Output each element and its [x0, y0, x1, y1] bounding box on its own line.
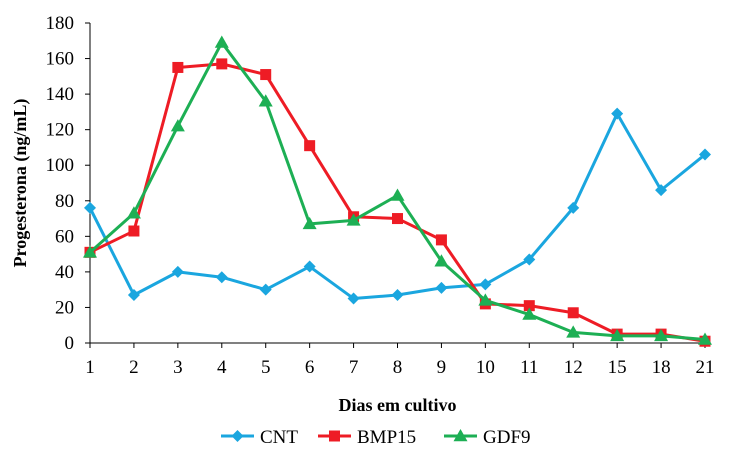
x-tick-label: 8 — [393, 357, 403, 378]
data-point-gdf9 — [390, 188, 405, 201]
data-point-cnt — [303, 260, 316, 273]
y-tick-label: 120 — [46, 120, 75, 141]
x-tick-label: 12 — [564, 357, 583, 378]
x-tick-label: 9 — [437, 357, 447, 378]
data-point-cnt — [435, 281, 448, 294]
data-point-gdf9 — [478, 293, 493, 306]
x-tick-label: 7 — [349, 357, 359, 378]
data-point-cnt — [84, 201, 96, 214]
data-point-gdf9 — [258, 94, 273, 107]
legend-label-bmp15: BMP15 — [357, 427, 416, 448]
y-tick-label: 160 — [46, 49, 75, 70]
data-point-gdf9 — [346, 213, 361, 226]
legend-label-gdf9: GDF9 — [483, 427, 531, 448]
data-point-bmp15 — [392, 213, 403, 225]
data-point-bmp15 — [523, 300, 535, 312]
legend-swatch-marker-cnt — [231, 430, 244, 442]
x-tick-label: 11 — [520, 357, 538, 378]
data-point-gdf9 — [566, 325, 581, 338]
x-tick-label: 10 — [476, 357, 495, 378]
data-point-bmp15 — [304, 140, 316, 152]
data-point-gdf9 — [83, 245, 97, 258]
legend-swatch-marker-bmp15 — [329, 430, 340, 442]
data-point-cnt — [215, 271, 228, 284]
x-tick-label: 18 — [652, 357, 671, 378]
data-point-cnt — [567, 201, 580, 214]
y-tick-label: 80 — [55, 191, 74, 212]
data-point-cnt — [127, 289, 140, 301]
legend-item-gdf9: GDF9 — [444, 427, 531, 448]
legend-item-bmp15: BMP15 — [318, 427, 416, 448]
data-point-cnt — [611, 107, 624, 120]
data-point-cnt — [655, 184, 668, 197]
x-tick-label: 2 — [129, 357, 139, 378]
data-point-gdf9 — [654, 328, 669, 342]
series-bmp15 — [84, 58, 711, 347]
series-gdf9 — [83, 35, 712, 345]
data-point-cnt — [259, 283, 272, 296]
legend-swatch-marker-gdf9 — [453, 429, 468, 442]
data-point-gdf9 — [126, 206, 141, 219]
y-tick-label: 140 — [46, 84, 75, 105]
data-point-bmp15 — [567, 307, 579, 319]
data-point-bmp15 — [128, 225, 140, 237]
data-point-gdf9 — [302, 216, 317, 230]
data-point-cnt — [523, 253, 536, 266]
data-point-gdf9 — [434, 254, 449, 267]
x-tick-label: 3 — [173, 357, 183, 378]
y-tick-label: 60 — [55, 226, 74, 247]
data-point-gdf9 — [170, 119, 185, 132]
x-tick-label: 5 — [261, 357, 271, 378]
x-tick-label: 21 — [696, 357, 715, 378]
x-tick-label: 4 — [217, 357, 227, 378]
x-tick-label: 6 — [305, 357, 315, 378]
y-tick-label: 180 — [46, 13, 75, 34]
data-point-bmp15 — [216, 58, 228, 70]
y-tick-label: 40 — [55, 262, 74, 283]
data-point-cnt — [479, 278, 492, 291]
data-point-bmp15 — [435, 234, 447, 246]
legend-item-cnt: CNT — [221, 427, 298, 448]
data-point-cnt — [171, 265, 184, 278]
data-point-cnt — [699, 148, 711, 161]
data-point-gdf9 — [698, 332, 712, 345]
series-cnt — [84, 107, 711, 305]
data-point-bmp15 — [260, 69, 272, 81]
x-tick-label: 15 — [608, 357, 627, 378]
x-axis-title: Dias em cultivo — [339, 395, 457, 415]
series-layer — [83, 35, 712, 347]
data-point-bmp15 — [172, 61, 184, 73]
data-point-gdf9 — [214, 35, 229, 48]
data-point-cnt — [391, 289, 404, 301]
data-point-cnt — [347, 292, 360, 305]
legend: CNT BMP15 GDF9 — [221, 427, 531, 448]
data-point-gdf9 — [522, 307, 537, 320]
y-tick-label: 20 — [55, 297, 74, 318]
y-axis-title: Progesterona (ng/mL) — [10, 99, 31, 268]
legend-label-cnt: CNT — [260, 427, 298, 448]
data-point-gdf9 — [610, 328, 625, 342]
x-tick-label: 1 — [85, 357, 95, 378]
y-tick-label: 100 — [46, 155, 75, 176]
y-tick-label: 0 — [65, 333, 75, 354]
